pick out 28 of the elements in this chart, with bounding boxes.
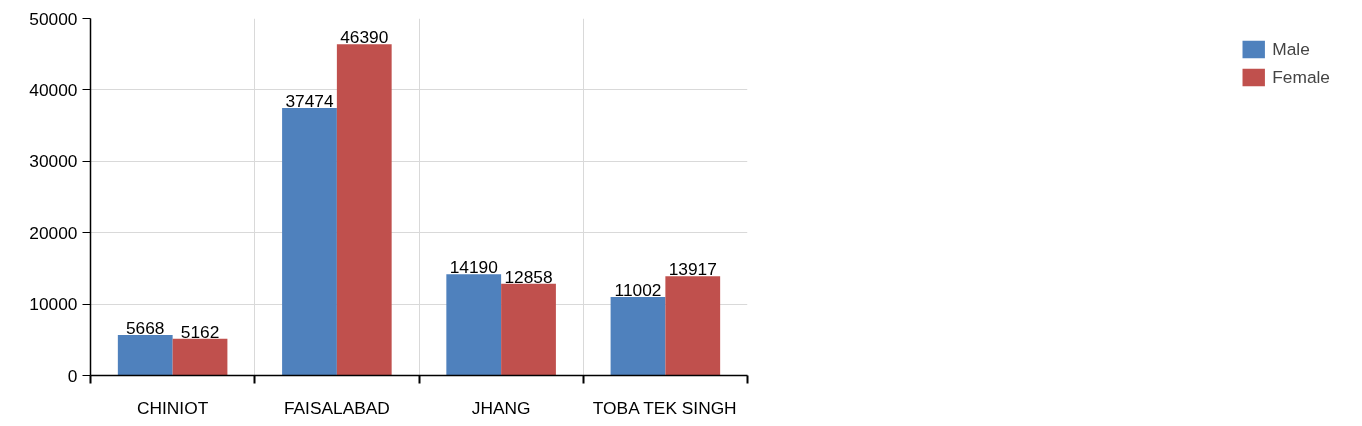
- x-tick-label: TOBA TEK SINGH: [592, 397, 737, 418]
- x-tick-label: CHINIOT: [137, 397, 209, 418]
- y-tick-label: 0: [67, 365, 78, 386]
- data-label: 14190: [449, 257, 498, 278]
- data-label: 11002: [614, 279, 662, 300]
- y-tick-label: 30000: [29, 151, 78, 172]
- bar: [610, 296, 666, 376]
- bar: [665, 276, 721, 376]
- y-tick-label: 50000: [29, 8, 78, 29]
- bar: [282, 107, 337, 376]
- x-tick-label: FAISALABAD: [283, 397, 390, 418]
- x-tick-label: JHANG: [471, 397, 531, 418]
- y-tick-label: 40000: [29, 79, 78, 100]
- bar: [446, 274, 502, 376]
- y-tick-label: 10000: [29, 294, 78, 315]
- data-label: 46390: [340, 27, 389, 48]
- data-label: 12858: [504, 266, 553, 287]
- bar: [172, 338, 228, 376]
- legend-label: Male: [1272, 38, 1310, 60]
- y-tick-label: 20000: [29, 222, 78, 243]
- bar: [336, 44, 392, 376]
- data-label: 5668: [125, 318, 165, 339]
- legend-label: Female: [1272, 66, 1330, 88]
- data-label: 37474: [285, 90, 334, 111]
- bar: [117, 335, 173, 376]
- data-label: 5162: [180, 321, 220, 342]
- data-label: 13917: [668, 259, 717, 280]
- bar: [501, 283, 556, 376]
